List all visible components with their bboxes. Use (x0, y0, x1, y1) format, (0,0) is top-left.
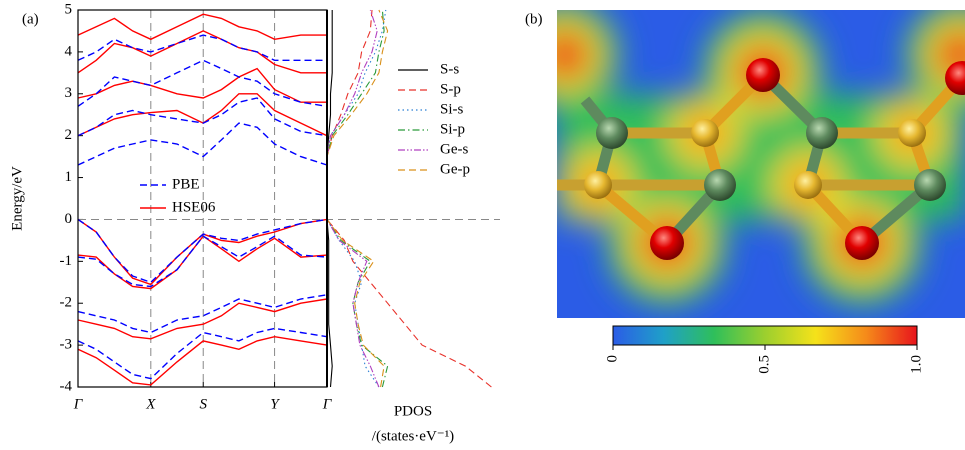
band-line (77, 30, 327, 74)
x-tick-label: Γ (73, 396, 84, 412)
band-line (77, 218, 328, 284)
y-tick-label: 2 (65, 127, 73, 143)
colorbar-tick-label: 0.5 (756, 355, 772, 374)
legend-label: S-p (440, 81, 461, 97)
y-tick-label: 0 (65, 211, 73, 227)
legend-label: S-s (440, 61, 459, 77)
density-map (557, 10, 965, 318)
legend-label: Si-s (440, 101, 464, 117)
y-tick-label: 4 (65, 43, 73, 59)
y-tick-label: 3 (65, 85, 73, 101)
y-tick-label: -3 (60, 337, 73, 353)
band-line (77, 235, 328, 288)
x-tick-label: S (199, 396, 207, 412)
band-line (77, 13, 327, 41)
y-tick-label: 5 (65, 1, 73, 17)
x-tick-label: X (145, 396, 156, 412)
y-tick-label: 1 (65, 169, 73, 185)
band-line (77, 294, 328, 334)
x-tick-label: Y (270, 396, 280, 412)
x-tick-label: Γ (322, 396, 333, 412)
band-line (77, 59, 328, 107)
colorbar (612, 325, 918, 346)
pdos-line (326, 9, 387, 388)
band-line (77, 67, 327, 103)
band-line (77, 93, 328, 137)
y-axis-label: Energy/eV (9, 166, 25, 231)
x-axis-label: PDOS (394, 403, 432, 419)
legend-label: Ge-p (440, 161, 470, 177)
pdos-line (326, 9, 492, 388)
band-line (77, 298, 328, 340)
band-line (77, 97, 328, 137)
band-line (77, 34, 327, 61)
y-tick-label: -1 (60, 253, 73, 269)
legend-label: HSE06 (172, 199, 216, 215)
band-line (77, 335, 328, 386)
colorbar-tick-label: 0 (604, 355, 620, 363)
legend-label: Si-p (440, 121, 465, 137)
colorbar-tick-label: 1.0 (908, 355, 924, 374)
pdos-line (326, 9, 380, 388)
band-line (77, 122, 328, 166)
legend-label: PBE (172, 176, 200, 192)
x-axis-unit: /(states·eV⁻¹) (372, 428, 454, 444)
legend-label: Ge-s (440, 141, 468, 157)
panel-label: (a) (22, 11, 39, 27)
panel-label: (b) (525, 11, 543, 27)
band-line (77, 235, 328, 290)
y-tick-label: -2 (60, 295, 73, 311)
y-tick-label: -4 (60, 378, 73, 394)
